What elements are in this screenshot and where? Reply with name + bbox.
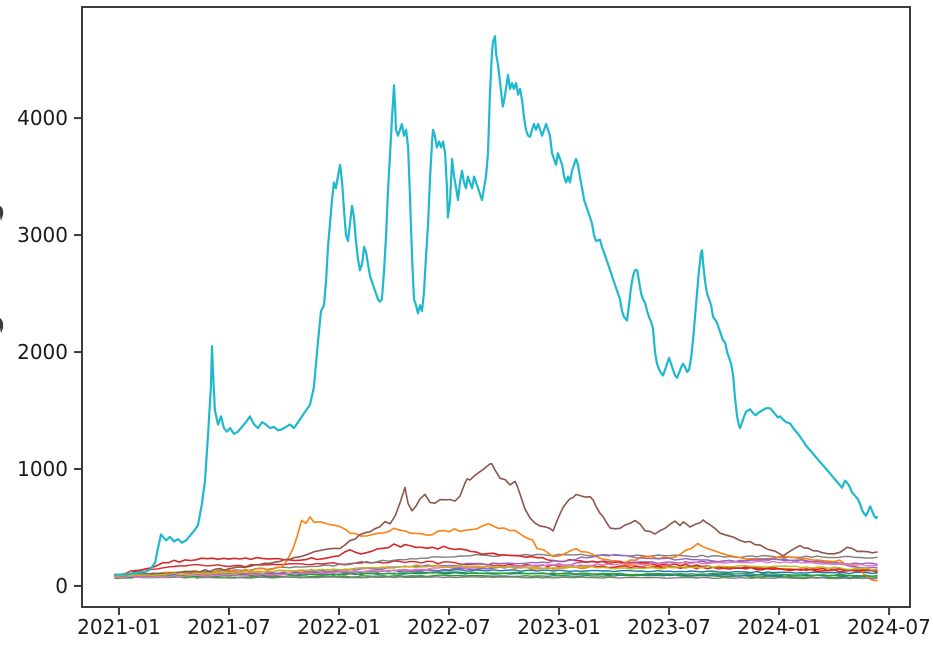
ylabel-fragment — [0, 318, 4, 333]
series-line-brown — [114, 462, 878, 578]
x-tick-label: 2022-07 — [407, 615, 491, 639]
x-tick-label: 2021-07 — [187, 615, 271, 639]
ylabel-fragment-group — [0, 206, 4, 333]
ylabel-fragment — [0, 206, 4, 221]
y-tick-label: 4000 — [17, 106, 68, 130]
series-line-red — [114, 543, 878, 577]
x-tick-label: 2024-07 — [847, 615, 931, 639]
x-tick-label: 2022-01 — [297, 615, 381, 639]
series-line-gray-b — [114, 553, 878, 577]
series-line-gray — [195, 576, 878, 580]
x-tick-label: 2023-01 — [517, 615, 601, 639]
series-line-cyan — [113, 35, 879, 576]
plot-area: 2021-01 2021-07 2022-01 2022-07 2023-01 2023-… — [17, 6, 931, 639]
y-tick-label: 1000 — [17, 457, 68, 481]
axes-frame — [81, 6, 911, 608]
y-tick-label: 0 — [55, 574, 68, 598]
y-tick-label: 2000 — [17, 340, 68, 364]
x-tick-label: 2024-01 — [737, 615, 821, 639]
x-tick-label: 2023-07 — [627, 615, 711, 639]
y-tick-label: 3000 — [17, 223, 68, 247]
series-line-orange — [114, 516, 878, 582]
series-line-olive — [114, 564, 878, 577]
x-tick-label: 2021-01 — [77, 615, 161, 639]
